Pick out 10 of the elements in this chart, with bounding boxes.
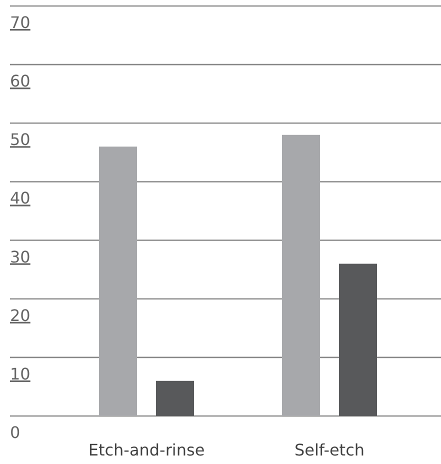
y-tick-label: 50 <box>10 130 30 150</box>
y-tick-label: 40 <box>10 188 30 208</box>
y-tick-label: 20 <box>10 306 30 325</box>
y-tick-label: 60 <box>10 72 30 91</box>
x-tick-label: Etch-and-rinse <box>88 440 205 460</box>
y-tick-label: 30 <box>10 247 30 266</box>
y-tick-label: 70 <box>10 13 30 32</box>
x-tick-label: Self-etch <box>294 440 365 460</box>
y-tick-label: 0 <box>10 423 20 442</box>
y-tick-label: 10 <box>10 364 30 384</box>
